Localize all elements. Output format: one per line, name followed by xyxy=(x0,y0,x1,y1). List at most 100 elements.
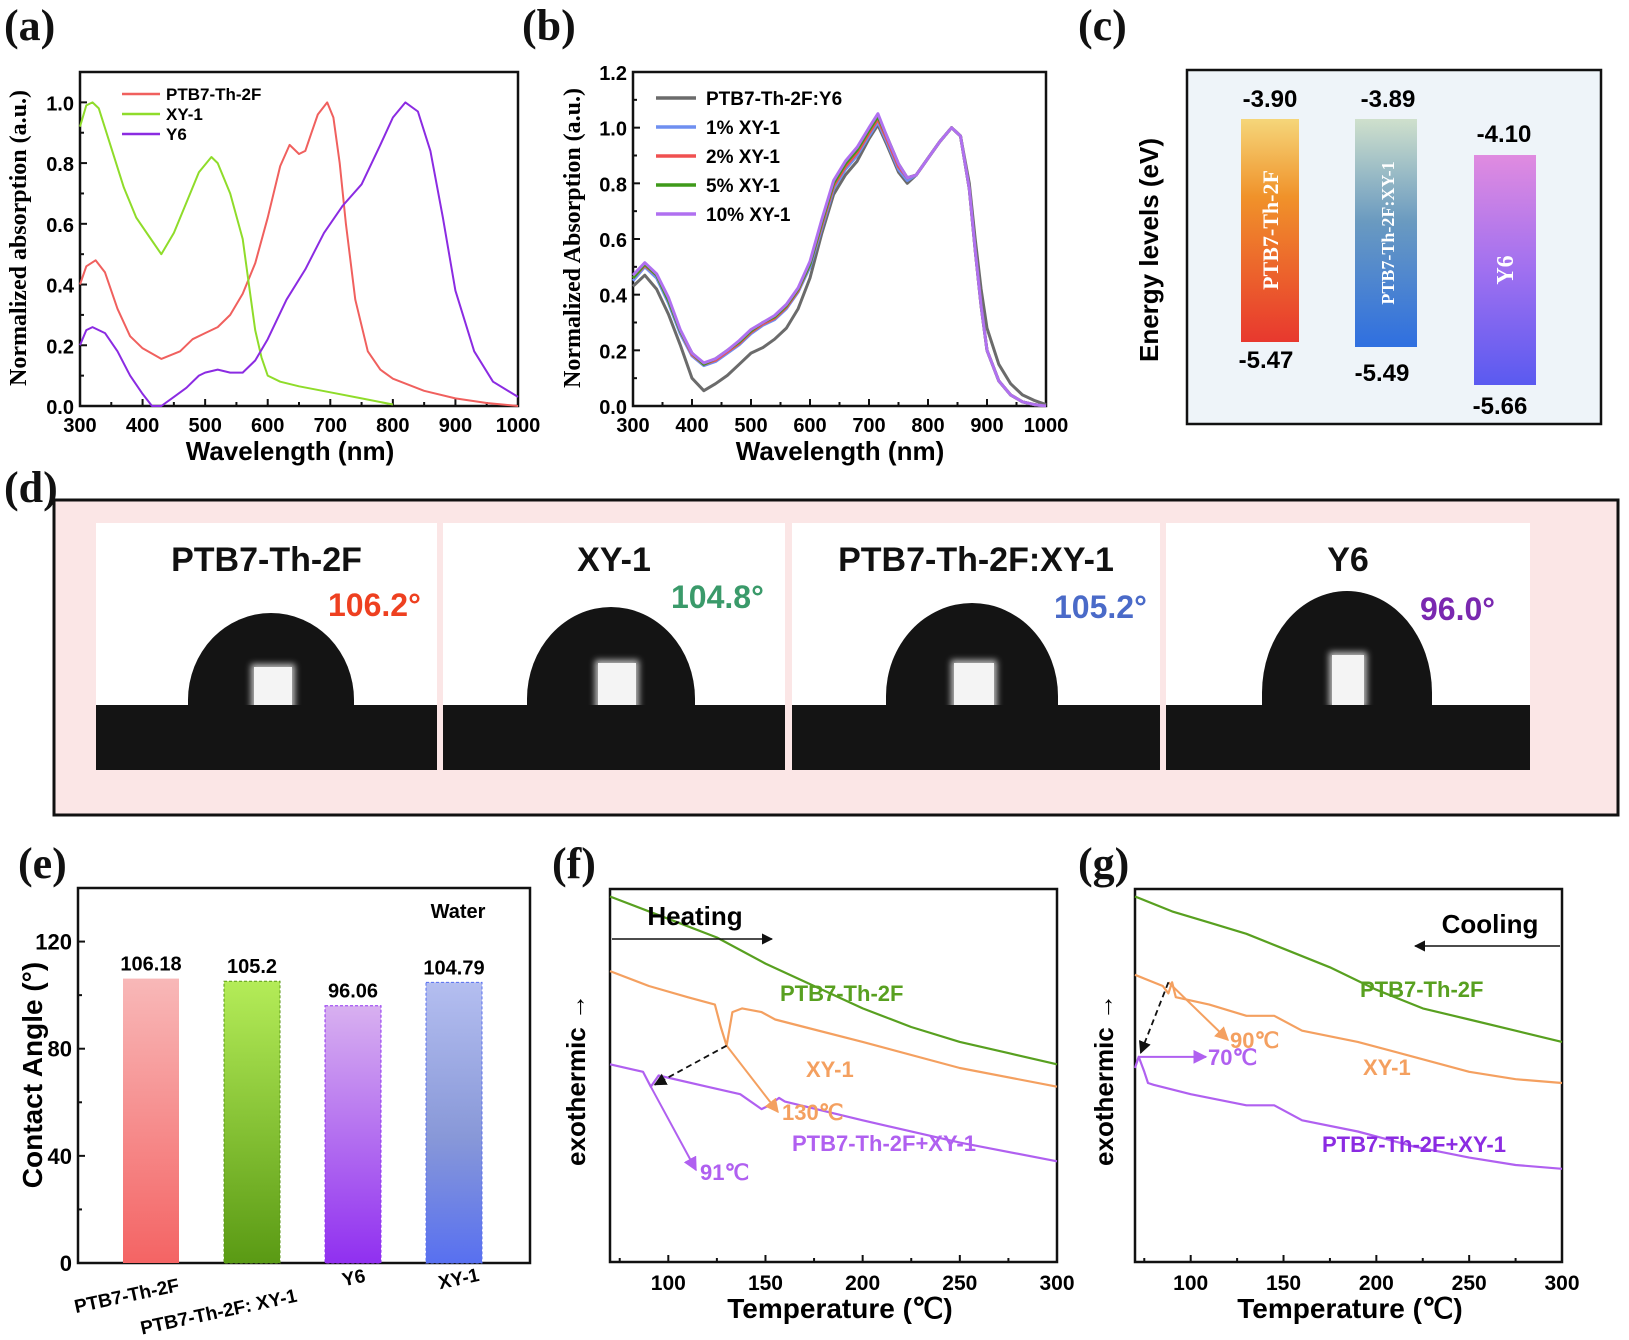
x-tick-label: 150 xyxy=(748,1272,783,1295)
x-tick-label: 900 xyxy=(439,415,472,437)
chart-a-xlabel: Wavelength (nm) xyxy=(186,436,394,466)
x-tick-label: 300 xyxy=(616,415,649,437)
droplet-reflection xyxy=(598,663,636,708)
chart-b-xlabel: Wavelength (nm) xyxy=(736,436,944,466)
x-category-label: Y6 xyxy=(340,1266,367,1291)
chart-e-frame xyxy=(76,886,532,1265)
x-tick-label: 400 xyxy=(675,415,708,437)
energy-bar-label-ptb7: PTB7-Th-2F xyxy=(1258,170,1283,290)
y-tick-label: 1.2 xyxy=(599,63,627,85)
y-tick-label: 0.2 xyxy=(46,336,74,358)
chart-c-ylabel: Energy levels (eV) xyxy=(1134,138,1164,362)
x-tick-label: 200 xyxy=(1359,1272,1394,1295)
bar-xy-1 xyxy=(425,981,483,1264)
contact-image-ptb7: PTB7-Th-2F 106.2° xyxy=(96,523,437,770)
contact-angle-value: 106.2° xyxy=(328,587,421,623)
x-tick-label: 100 xyxy=(651,1272,686,1295)
annotation-arrow-icon xyxy=(725,1045,779,1114)
y-tick-label: 120 xyxy=(35,930,72,955)
y-tick-label: 0.0 xyxy=(599,397,627,419)
chart-g-dsc-cooling: 100 150 200 250 300 PTB7-Th-2F XY-1 PTB7-Th-2F… xyxy=(1089,887,1580,1324)
legend-label: PTB7-Th-2F:Y6 xyxy=(706,89,842,110)
contact-angle-value: 104.8° xyxy=(671,579,764,615)
substrate xyxy=(443,705,785,770)
substrate xyxy=(1166,705,1530,770)
chart-g-ylabel: exothermic → xyxy=(1089,994,1119,1166)
y-tick-label: 0.6 xyxy=(599,230,627,252)
series-line-1-xy-1 xyxy=(631,120,1047,408)
annotation-90c: 90℃ xyxy=(1230,1028,1279,1053)
panel-label-a: (a) xyxy=(4,1,56,50)
series-line-ptb7-th-2f-xy-1 xyxy=(1133,1055,1563,1170)
chart-b-ylabel: Normalized Absorption (a.u.) xyxy=(560,88,586,388)
legend-label: Y6 xyxy=(166,125,187,144)
series-line-ptb7-th-2f xyxy=(79,101,519,407)
energy-bar-ptb7 xyxy=(1241,119,1299,342)
y-tick-label: 0.8 xyxy=(599,174,627,196)
contact-angle-value: 96.0° xyxy=(1420,591,1496,627)
panel-label-e: (e) xyxy=(18,839,67,888)
series-line-5-xy-1 xyxy=(631,115,1047,408)
series-label-ptb7: PTB7-Th-2F xyxy=(1360,977,1483,1002)
energy-lumo-ptb7: -3.90 xyxy=(1243,86,1298,113)
x-tick-label: 800 xyxy=(376,415,409,437)
x-tick-label: 300 xyxy=(1039,1272,1074,1295)
x-tick-label: 250 xyxy=(1452,1272,1487,1295)
x-tick-label: 200 xyxy=(845,1272,880,1295)
energy-lumo-blend: -3.89 xyxy=(1361,86,1416,113)
chart-g-frame xyxy=(1133,887,1564,1264)
droplet-reflection xyxy=(254,667,292,712)
panel-label-b: (b) xyxy=(522,1,576,50)
x-tick-label: 250 xyxy=(942,1272,977,1295)
y-tick-label: 0.6 xyxy=(46,215,74,237)
annotation-70c: 70℃ xyxy=(1208,1045,1257,1070)
annotation-130c: 130℃ xyxy=(782,1100,843,1125)
legend-label: 10% XY-1 xyxy=(706,205,791,226)
series-line-xy-1 xyxy=(609,970,1058,1088)
x-tick-label: 150 xyxy=(1266,1272,1301,1295)
series-label-blend: PTB7-Th-2F+XY-1 xyxy=(792,1131,976,1156)
annotation-arrow-icon xyxy=(1167,981,1230,1041)
legend-label: XY-1 xyxy=(166,105,203,124)
contact-image-blend: PTB7-Th-2F:XY-1 105.2° xyxy=(792,523,1160,770)
contact-image-y6: Y6 96.0° xyxy=(1166,523,1530,770)
series-line-ptb7-th-2f xyxy=(609,895,1058,1066)
y-tick-label: 0.8 xyxy=(46,154,74,176)
x-category-label: PTB7-Th-2F xyxy=(73,1275,182,1318)
x-tick-label: 600 xyxy=(793,415,826,437)
bar-ptb7-th-2f-xy-1 xyxy=(223,980,281,1264)
x-tick-label: 700 xyxy=(852,415,885,437)
bar-value-label: 105.2 xyxy=(227,956,277,978)
panel-label-d: (d) xyxy=(4,463,58,512)
x-tick-label: 300 xyxy=(1544,1272,1579,1295)
bar-ptb7-th-2f xyxy=(123,978,179,1263)
x-tick-label: 600 xyxy=(251,415,284,437)
contact-image-title: PTB7-Th-2F xyxy=(171,541,362,579)
x-tick-label: 100 xyxy=(1173,1272,1208,1295)
substrate xyxy=(96,705,437,770)
chart-f-xlabel: Temperature (℃) xyxy=(727,1293,952,1324)
series-label-ptb7: PTB7-Th-2F xyxy=(780,981,903,1006)
dashed-transition-arrow-icon xyxy=(1138,981,1170,1055)
contact-image-title: XY-1 xyxy=(577,541,651,579)
x-tick-label: 500 xyxy=(188,415,221,437)
chart-f-heating-label: Heating xyxy=(647,901,742,931)
x-tick-label: 300 xyxy=(63,415,96,437)
bar-value-label: 104.79 xyxy=(423,957,484,979)
chart-g-cooling-label: Cooling xyxy=(1442,909,1539,939)
legend-label: 5% XY-1 xyxy=(706,176,780,197)
x-category-label: XY-1 xyxy=(437,1265,482,1294)
x-tick-label: 800 xyxy=(911,415,944,437)
chart-e-ylabel: Contact Angle (°) xyxy=(17,962,48,1188)
chart-a-ylabel: Normalized absorption (a.u.) xyxy=(6,90,32,386)
bar-value-label: 106.18 xyxy=(120,954,181,976)
y-tick-label: 40 xyxy=(48,1144,72,1169)
bar-value-label: 96.06 xyxy=(328,981,378,1003)
x-tick-label: 1000 xyxy=(496,415,541,437)
annotation-arrow-icon xyxy=(649,1086,697,1172)
series-line-xy-1 xyxy=(1134,973,1563,1085)
energy-lumo-y6: -4.10 xyxy=(1477,121,1532,148)
chart-b-absorption: 300 400 500 600 700 800 900 1000 0.0 0.2 0.4 0.6 0.8… xyxy=(560,63,1068,466)
series-line-xy-1 xyxy=(79,101,394,406)
y-tick-label: 1.0 xyxy=(46,93,74,115)
